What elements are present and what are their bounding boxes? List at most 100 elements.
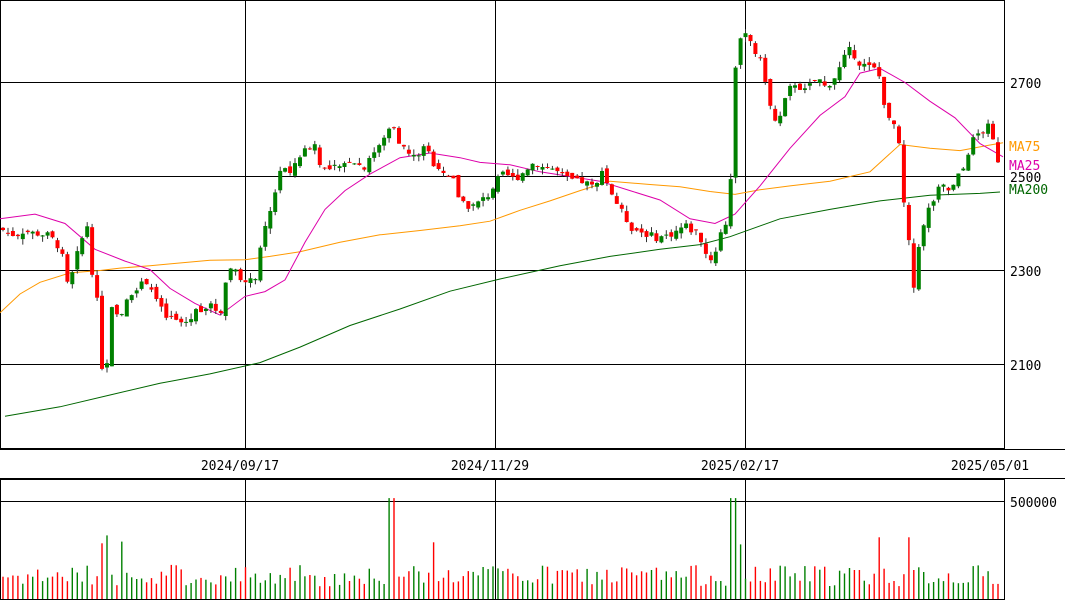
candle-body-down xyxy=(154,286,159,299)
candle-body-down xyxy=(461,196,466,202)
candle-body-down xyxy=(798,83,802,90)
candle-body-down xyxy=(65,254,70,282)
ma200-legend: MA200 xyxy=(1009,183,1048,198)
candle-body-up xyxy=(842,54,847,67)
candle-body-up xyxy=(80,238,85,255)
candle-body-up xyxy=(194,309,198,322)
candle-body-down xyxy=(436,163,441,169)
candle-body-up xyxy=(129,295,134,301)
candle-body-down xyxy=(431,151,436,167)
candle-body-down xyxy=(446,175,451,177)
candle-body-up xyxy=(253,279,258,281)
candle-body-up xyxy=(961,168,966,171)
ma25-line xyxy=(0,67,1004,316)
candle-body-up xyxy=(421,146,426,156)
candle-body-up xyxy=(684,223,689,228)
candle-body-up xyxy=(491,188,495,198)
ma75-legend: MA75 xyxy=(1009,140,1040,155)
candle-body-down xyxy=(604,168,609,183)
candle-body-down xyxy=(322,167,327,169)
candle-body-down xyxy=(882,76,887,105)
candle-body-down xyxy=(1,227,5,230)
candle-body-down xyxy=(629,222,634,231)
ma200-line xyxy=(4,191,1001,417)
horizontal-grid xyxy=(0,82,1004,365)
candle-body-down xyxy=(773,108,778,121)
candle-body-up xyxy=(976,133,981,136)
candlesticks xyxy=(1,29,1000,373)
candle-body-up xyxy=(600,171,604,185)
candle-body-up xyxy=(411,154,416,157)
candle-body-down xyxy=(634,228,639,231)
candle-body-down xyxy=(580,177,585,184)
candle-body-down xyxy=(426,145,431,152)
candle-body-down xyxy=(699,232,703,243)
candle-body-up xyxy=(530,163,535,171)
candle-body-up xyxy=(674,230,679,239)
candle-body-up xyxy=(847,47,852,56)
candle-body-up xyxy=(540,167,545,170)
candle-body-down xyxy=(689,223,694,233)
x-tick-label-4: 2025/05/01 xyxy=(951,459,1029,474)
candle-body-up xyxy=(713,251,718,264)
x-tick-label-1: 2024/09/17 xyxy=(201,459,279,474)
candle-body-up xyxy=(377,145,382,153)
candle-body-down xyxy=(867,62,872,65)
candle-body-up xyxy=(783,98,788,117)
candle-body-down xyxy=(560,172,565,174)
candle-body-up xyxy=(525,169,530,176)
candle-body-up xyxy=(862,63,867,67)
candle-body-down xyxy=(515,174,520,180)
candle-body-up xyxy=(936,186,941,200)
y-tick-label-2100: 2100 xyxy=(1010,359,1041,374)
candle-body-down xyxy=(694,229,698,231)
candle-body-up xyxy=(248,278,253,283)
candle-body-up xyxy=(966,154,971,171)
candle-body-up xyxy=(738,38,743,65)
candle-body-up xyxy=(124,299,129,317)
candle-body-down xyxy=(877,67,882,77)
candle-body-down xyxy=(243,280,248,283)
candle-body-down xyxy=(763,57,768,82)
candle-body-up xyxy=(263,226,268,247)
candle-body-down xyxy=(669,232,674,237)
candle-body-up xyxy=(278,170,283,191)
candle-body-down xyxy=(708,255,713,261)
candle-body-down xyxy=(575,175,580,179)
candle-body-up xyxy=(337,166,342,168)
candle-body-down xyxy=(624,211,629,222)
candle-body-down xyxy=(10,231,15,236)
candle-body-up xyxy=(733,67,738,178)
candle-body-down xyxy=(872,63,877,68)
candle-body-up xyxy=(387,128,392,139)
candle-body-up xyxy=(75,251,80,270)
candle-body-down xyxy=(887,102,892,118)
candle-body-up xyxy=(951,184,956,190)
candle-body-up xyxy=(476,201,481,208)
candle-body-up xyxy=(268,211,273,229)
candle-body-down xyxy=(991,123,995,140)
candle-body-down xyxy=(213,303,218,311)
candle-body-down xyxy=(703,243,708,254)
candle-body-up xyxy=(481,197,486,201)
candle-body-up xyxy=(718,232,723,251)
candle-body-down xyxy=(565,171,570,177)
candle-body-down xyxy=(451,175,456,179)
vertical-grid xyxy=(245,0,746,449)
candle-body-up xyxy=(500,171,505,175)
candle-body-up xyxy=(971,137,976,155)
candle-body-down xyxy=(179,318,184,323)
candle-body-up xyxy=(20,233,25,240)
candle-body-down xyxy=(60,249,65,254)
candle-body-up xyxy=(802,88,807,90)
candle-body-up xyxy=(184,321,189,323)
candle-body-up xyxy=(926,207,931,228)
candle-body-down xyxy=(144,279,149,285)
candle-body-down xyxy=(466,201,471,209)
candle-body-up xyxy=(139,281,144,289)
candle-body-down xyxy=(768,79,773,106)
candle-body-up xyxy=(827,86,832,88)
candle-body-down xyxy=(392,127,396,129)
candle-body-down xyxy=(590,181,594,185)
